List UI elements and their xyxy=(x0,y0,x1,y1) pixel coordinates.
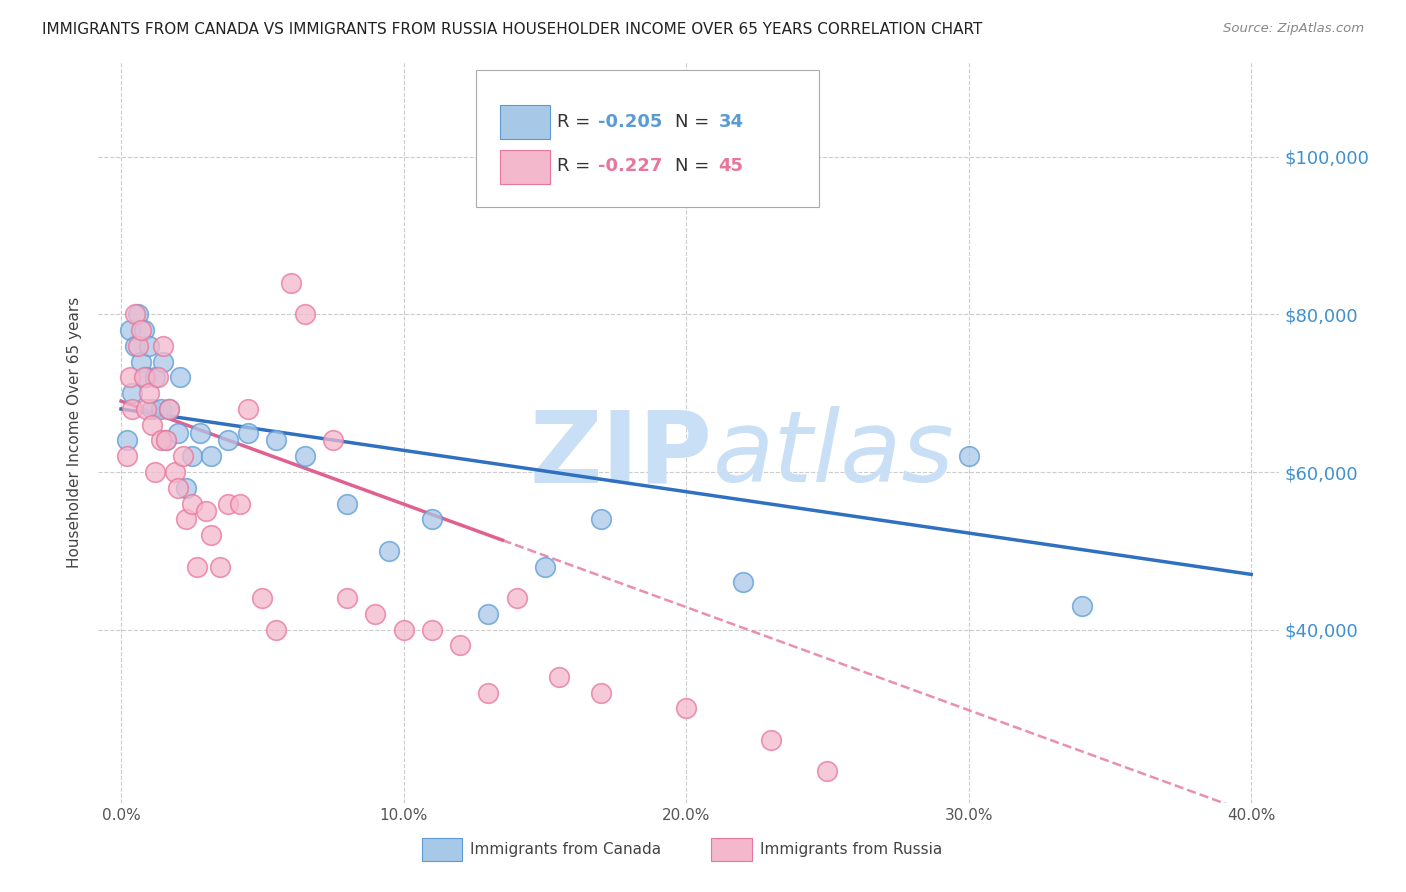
Point xyxy=(155,434,177,448)
Point xyxy=(534,559,557,574)
Point xyxy=(124,339,146,353)
Point xyxy=(135,402,157,417)
Point xyxy=(252,591,274,605)
Point xyxy=(188,425,211,440)
Point xyxy=(155,434,177,448)
Point xyxy=(115,449,138,463)
Point xyxy=(152,355,174,369)
Point xyxy=(266,434,288,448)
FancyBboxPatch shape xyxy=(422,838,463,861)
Text: Source: ZipAtlas.com: Source: ZipAtlas.com xyxy=(1223,22,1364,36)
FancyBboxPatch shape xyxy=(477,70,818,207)
Point xyxy=(815,764,838,779)
Text: -0.227: -0.227 xyxy=(598,157,662,175)
Point xyxy=(157,402,180,417)
Point xyxy=(166,425,188,440)
Point xyxy=(118,370,141,384)
Point xyxy=(731,575,754,590)
Point xyxy=(149,402,172,417)
Point xyxy=(378,543,401,558)
Point xyxy=(238,402,260,417)
Point xyxy=(163,465,186,479)
Point xyxy=(420,623,443,637)
Point xyxy=(200,528,222,542)
Text: 45: 45 xyxy=(718,157,744,175)
Point xyxy=(141,402,163,417)
Point xyxy=(294,308,316,322)
Text: 34: 34 xyxy=(718,112,744,130)
Point xyxy=(477,685,499,699)
Text: R =: R = xyxy=(557,112,596,130)
Text: R =: R = xyxy=(557,157,596,175)
Point xyxy=(118,323,141,337)
Point xyxy=(115,434,138,448)
Point xyxy=(174,481,197,495)
Point xyxy=(675,701,697,715)
Text: Immigrants from Russia: Immigrants from Russia xyxy=(759,842,942,857)
Point xyxy=(166,481,188,495)
Point xyxy=(591,512,613,526)
FancyBboxPatch shape xyxy=(711,838,752,861)
Point xyxy=(180,496,202,510)
Point xyxy=(238,425,260,440)
Point xyxy=(194,504,217,518)
Point xyxy=(146,370,169,384)
Point xyxy=(172,449,194,463)
Point xyxy=(138,386,160,401)
Point xyxy=(138,339,160,353)
Point xyxy=(449,638,471,652)
Point xyxy=(143,370,166,384)
Point xyxy=(477,607,499,621)
Point xyxy=(149,434,172,448)
Point xyxy=(208,559,231,574)
Point xyxy=(127,339,149,353)
Point xyxy=(157,402,180,417)
Point xyxy=(217,434,239,448)
Point xyxy=(1070,599,1092,613)
Point xyxy=(322,434,344,448)
Text: ZIP: ZIP xyxy=(530,407,713,503)
Point xyxy=(228,496,250,510)
Point xyxy=(280,276,302,290)
Point xyxy=(186,559,208,574)
Point xyxy=(132,323,155,337)
Point xyxy=(336,591,359,605)
Point xyxy=(957,449,980,463)
Point xyxy=(127,308,149,322)
Point xyxy=(121,402,143,417)
Point xyxy=(266,623,288,637)
Text: N =: N = xyxy=(675,112,714,130)
Point xyxy=(200,449,222,463)
Point xyxy=(294,449,316,463)
Point xyxy=(217,496,239,510)
Point xyxy=(392,623,415,637)
Point xyxy=(180,449,202,463)
Point xyxy=(143,465,166,479)
FancyBboxPatch shape xyxy=(501,150,550,184)
Point xyxy=(121,386,143,401)
Point xyxy=(548,670,571,684)
Point xyxy=(364,607,387,621)
Point xyxy=(591,685,613,699)
Text: Immigrants from Canada: Immigrants from Canada xyxy=(471,842,662,857)
Point xyxy=(152,339,174,353)
Point xyxy=(135,370,157,384)
Text: N =: N = xyxy=(675,157,714,175)
Point xyxy=(336,496,359,510)
Point xyxy=(505,591,527,605)
Y-axis label: Householder Income Over 65 years: Householder Income Over 65 years xyxy=(67,297,83,568)
Point xyxy=(169,370,191,384)
Point xyxy=(420,512,443,526)
FancyBboxPatch shape xyxy=(501,105,550,139)
Point xyxy=(129,355,152,369)
Point xyxy=(174,512,197,526)
Point xyxy=(129,323,152,337)
Point xyxy=(141,417,163,432)
Point xyxy=(132,370,155,384)
Text: -0.205: -0.205 xyxy=(598,112,662,130)
Point xyxy=(759,732,782,747)
Point xyxy=(124,308,146,322)
Text: IMMIGRANTS FROM CANADA VS IMMIGRANTS FROM RUSSIA HOUSEHOLDER INCOME OVER 65 YEAR: IMMIGRANTS FROM CANADA VS IMMIGRANTS FRO… xyxy=(42,22,983,37)
Text: atlas: atlas xyxy=(713,407,955,503)
